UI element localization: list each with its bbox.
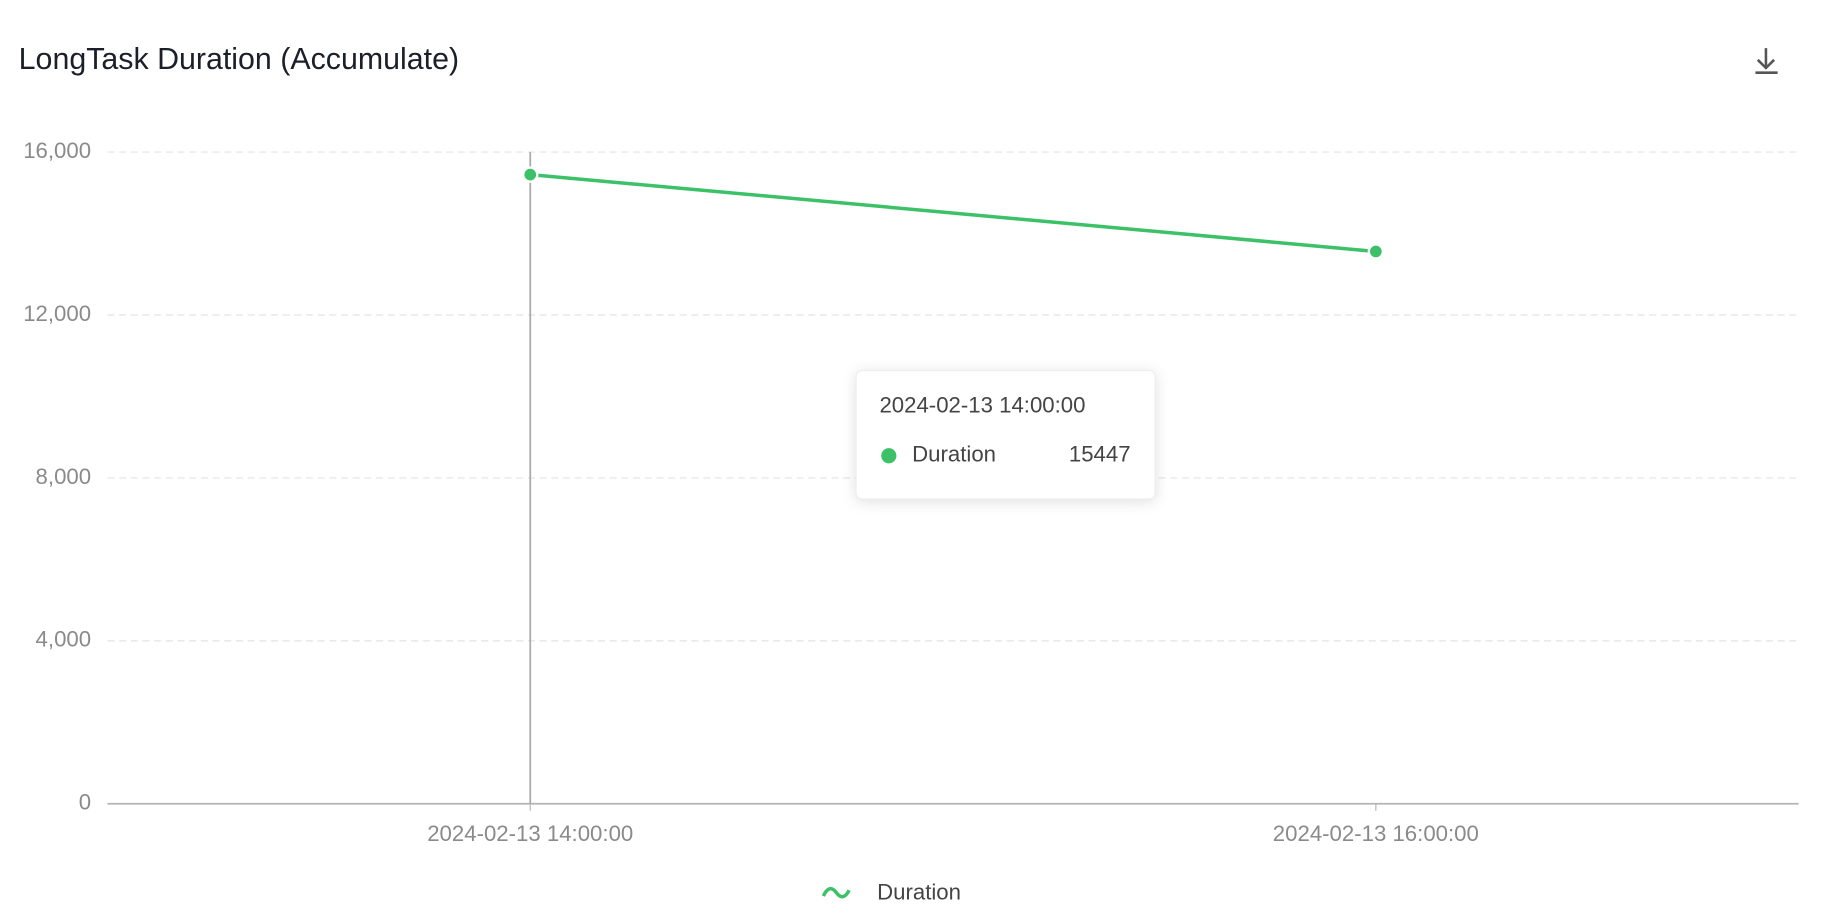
y-tick-label: 8,000: [36, 464, 92, 489]
line: [530, 172, 1377, 254]
y-tick-label: 12,000: [23, 301, 91, 326]
tooltip-value: 15447: [1069, 442, 1131, 467]
legend[interactable]: Duration: [821, 880, 961, 905]
tooltip-title: 2024-02-13 14:00:00: [879, 393, 1085, 418]
plot-area: 0 4,000 8,000 12,000 16,000 2024-02-13 14:00:…: [23, 138, 1799, 846]
y-tick-label: 16,000: [23, 138, 91, 163]
download-icon-arrow: [1756, 58, 1776, 70]
download-button[interactable]: [1755, 48, 1778, 74]
tooltip: 2024-02-13 14:00:00 Duration 15447: [855, 369, 1156, 500]
x-tick-label: 2024-02-13 14:00:00: [427, 821, 633, 846]
point: [522, 166, 539, 183]
y-tick-label: 4,000: [36, 627, 92, 652]
tooltip-marker: [881, 448, 897, 464]
tooltip-series-name: Duration: [912, 442, 996, 467]
tooltip-box: [855, 369, 1156, 500]
legend-icon: [821, 886, 851, 899]
legend-label: Duration: [877, 880, 961, 905]
x-tick-label: 2024-02-13 16:00:00: [1273, 821, 1479, 846]
y-tick-label: 0: [79, 790, 91, 815]
chart-title: LongTask Duration (Accumulate): [19, 43, 459, 76]
point: [1367, 243, 1385, 260]
